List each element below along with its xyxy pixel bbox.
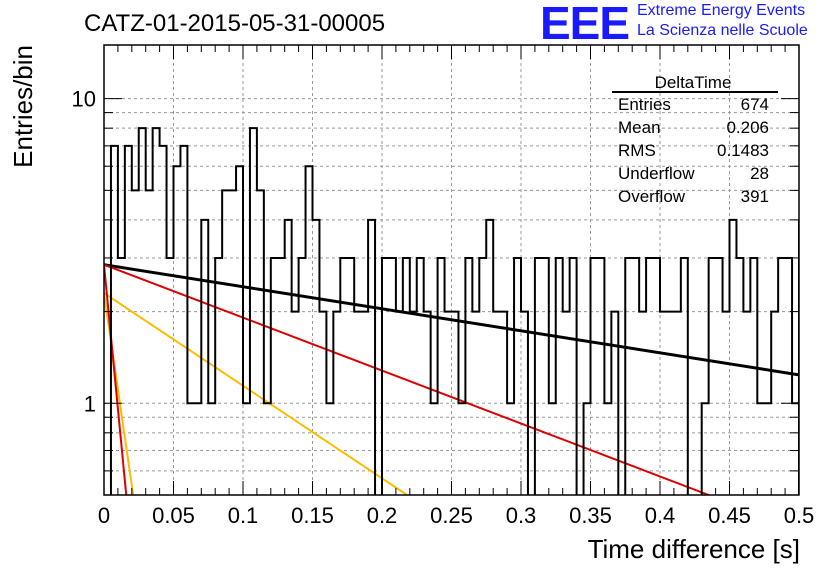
x-tick-label: 0.2 (367, 503, 398, 528)
y-tick-label: 1 (84, 391, 96, 416)
stats-rows: Entries 674 Mean 0.206 RMS 0.1483 Underflow 28 O… (618, 95, 769, 206)
x-tick-label: 0.4 (645, 503, 676, 528)
logo-line-1: Extreme Energy Events (637, 2, 806, 19)
y-tick-label: 10 (72, 87, 96, 112)
logo-line-2: La Scienza nelle Scuole (637, 22, 808, 39)
x-tick-label: 0.1 (228, 503, 259, 528)
eee-logo: EEE (540, 0, 630, 49)
stats-row-label: Underflow (618, 164, 695, 183)
x-tick-label: 0.3 (506, 503, 537, 528)
y-axis-title: Entries/bin (8, 45, 38, 168)
stats-row-value: 0.206 (726, 118, 769, 137)
plot-title: CATZ-01-2015-05-31-00005 (84, 10, 386, 37)
fit-curve (104, 292, 135, 495)
y-tick-labels: 1 10 (72, 87, 96, 417)
axis-ticks (103, 45, 800, 496)
x-tick-label: 0 (98, 503, 110, 528)
x-tick-label: 0.45 (708, 503, 751, 528)
stats-row-value: 674 (741, 95, 769, 114)
fit-curve (104, 263, 799, 377)
fit-curves (104, 263, 799, 495)
stats-row-label: RMS (618, 141, 656, 160)
fit-curve (104, 292, 408, 495)
stats-row-label: Entries (618, 95, 671, 114)
grid (104, 45, 799, 496)
fit-curve (104, 264, 128, 495)
stats-row-label: Mean (618, 118, 661, 137)
stats-row-value: 391 (741, 187, 769, 206)
x-axis-title: Time difference [s] (588, 534, 800, 564)
histogram-step-line (109, 127, 799, 495)
stats-row-value: 28 (750, 164, 769, 183)
fit-curve (104, 263, 710, 495)
x-tick-label: 0.25 (430, 503, 473, 528)
x-tick-label: 0.35 (569, 503, 612, 528)
stats-box: DeltaTime Entries 674 Mean 0.206 RMS 0.1483 Un… (612, 73, 778, 206)
x-tick-label: 0.5 (784, 503, 815, 528)
stats-row-label: Overflow (618, 187, 686, 206)
x-tick-labels: 0 0.05 0.1 0.15 0.2 0.25 0.3 0.35 0.4 0.45 0.5 (98, 503, 814, 528)
histogram-bars (109, 127, 799, 495)
x-tick-label: 0.15 (291, 503, 334, 528)
x-tick-label: 0.05 (152, 503, 195, 528)
stats-name: DeltaTime (655, 73, 732, 92)
stats-row-value: 0.1483 (717, 141, 769, 160)
